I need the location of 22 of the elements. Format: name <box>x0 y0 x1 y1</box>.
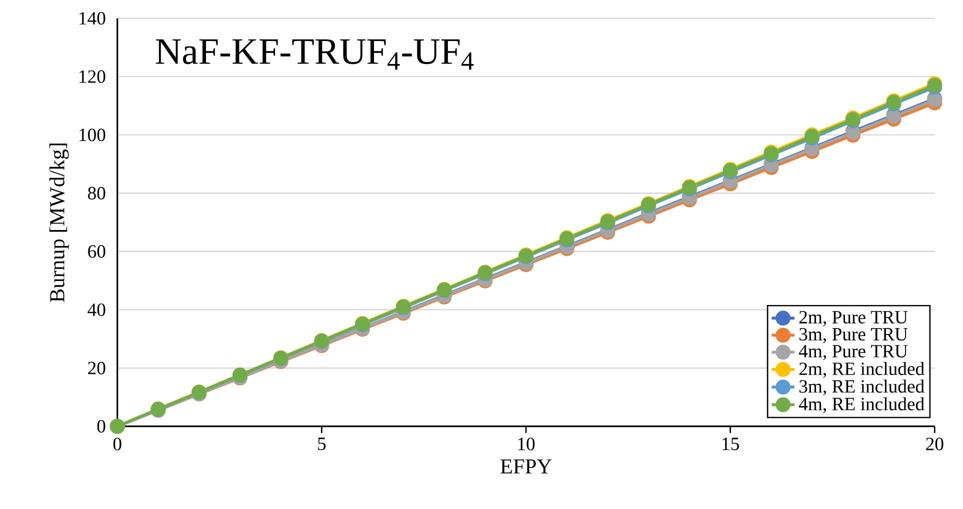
x-tick-label: 10 <box>518 438 535 450</box>
y-tick-label: 120 <box>80 70 106 83</box>
y-tick-label: 0 <box>97 420 106 433</box>
legend-label: 4m, Pure TRU <box>798 345 908 360</box>
y-tick-label: 140 <box>80 12 106 25</box>
y-tick-label: 80 <box>88 186 106 200</box>
y-axis-title: Burnup [MWd/kg] <box>49 144 69 302</box>
legend-label: 3m, RE included <box>799 380 924 396</box>
legend-label: 4m, RE included <box>798 397 924 414</box>
y-tick-label: 60 <box>88 245 106 258</box>
chart-title: NaF-KF-TRUF$_{4}$-UF$_{4}$ <box>156 39 474 70</box>
legend-label: 2m, RE included <box>799 362 924 378</box>
legend-label: 3m, Pure TRU <box>799 328 908 344</box>
x-tick-label: 0 <box>113 438 122 450</box>
x-tick-label: 5 <box>318 438 326 450</box>
x-tick-label: 20 <box>926 438 944 450</box>
y-tick-label: 40 <box>88 303 106 316</box>
y-tick-label: 20 <box>88 362 106 374</box>
legend-label: 2m, Pure TRU <box>799 310 908 326</box>
y-tick-label: 100 <box>80 128 106 142</box>
x-axis-title: EFPY <box>500 459 552 474</box>
x-tick-label: 15 <box>722 438 739 450</box>
